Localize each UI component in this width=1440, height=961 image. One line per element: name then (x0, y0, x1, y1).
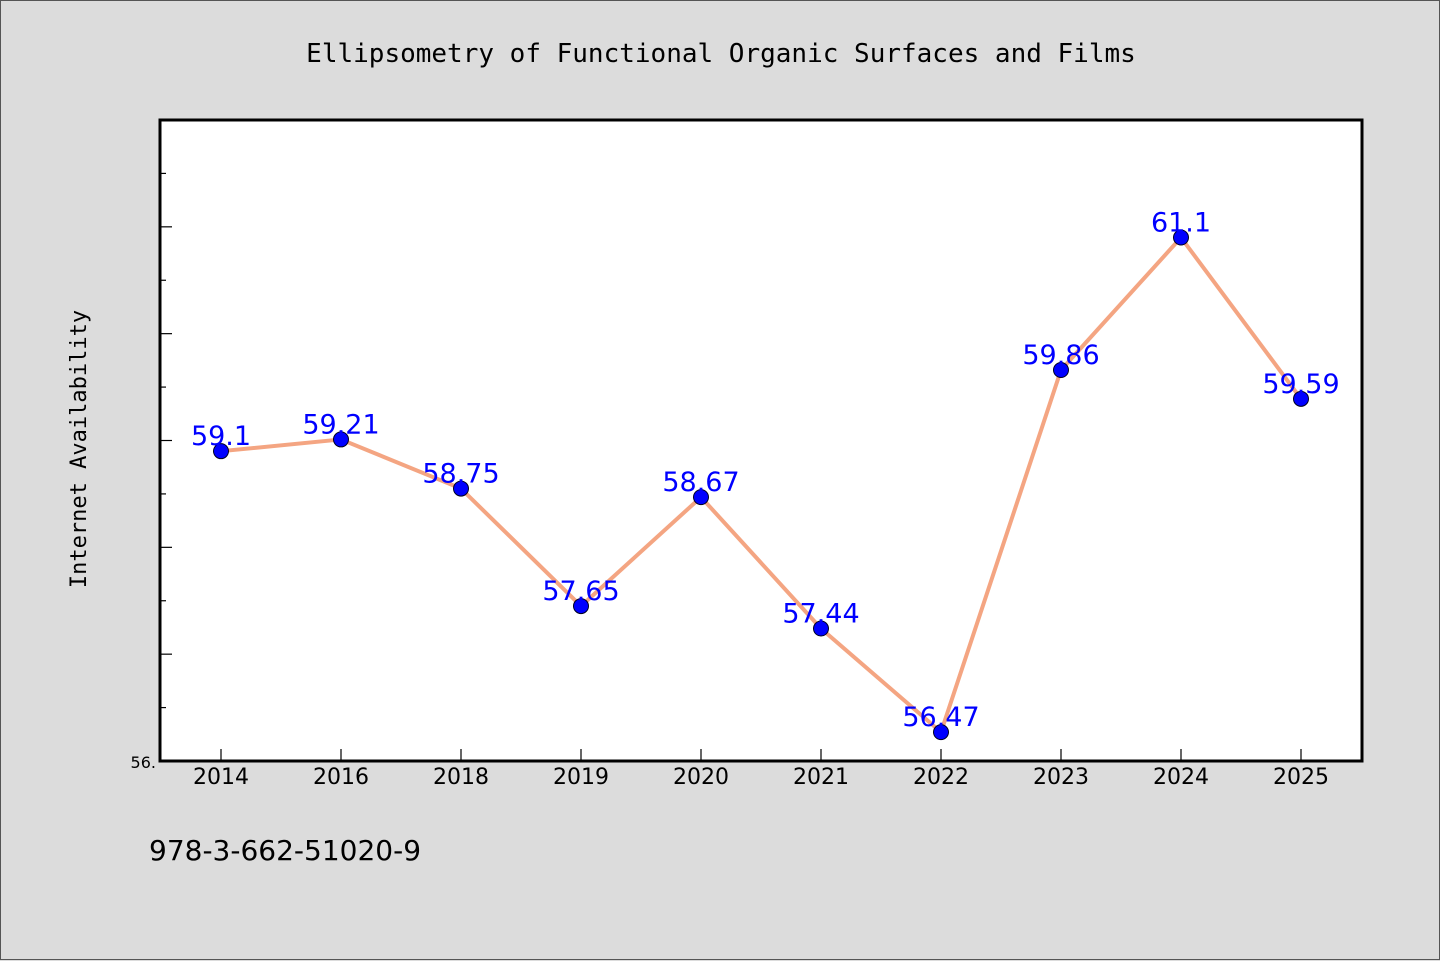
data-label: 57.65 (542, 576, 619, 607)
x-tick-label: 2018 (433, 765, 489, 790)
series-line-group (220, 235, 1303, 735)
x-tick-label: 2021 (793, 765, 849, 790)
x-tick-label: 2020 (673, 765, 729, 790)
data-point (213, 443, 229, 460)
data-label: 58.75 (422, 459, 499, 490)
data-point (453, 480, 469, 497)
y-tick-label: 56. (131, 753, 156, 772)
data-label: 59.1 (191, 421, 251, 452)
data-label: 59.21 (302, 409, 379, 440)
series-line (220, 235, 1303, 735)
data-label: 59.86 (1022, 340, 1099, 371)
y-axis-label: Internet Availability (67, 310, 92, 588)
data-point (813, 620, 829, 637)
x-tick-label: 2016 (313, 765, 369, 790)
data-labels-group: 59.1 59.21 58.75 57.65 58.67 57.44 56.47 59.86 6… (191, 208, 1340, 734)
data-label: 59.59 (1262, 369, 1339, 400)
data-point (1053, 361, 1069, 378)
data-label: 58.67 (662, 467, 739, 498)
data-label: 56.47 (902, 702, 979, 733)
plot-area (158, 118, 1364, 763)
data-point (933, 724, 949, 741)
x-tick-label: 2025 (1273, 765, 1329, 790)
x-axis-ticks: 2014 2016 2018 2019 2020 2021 2022 2023 2024 2025 (193, 749, 1329, 790)
x-tick-label: 2024 (1153, 765, 1209, 790)
y-axis-ticks (160, 119, 172, 762)
data-point (1293, 390, 1309, 407)
x-tick-label: 2019 (553, 765, 609, 790)
x-tick-label: 2014 (193, 765, 249, 790)
isbn-footer: 978-3-662-51020-9 (149, 834, 422, 867)
data-point (333, 431, 349, 448)
data-label: 61.1 (1151, 208, 1211, 239)
data-point (573, 598, 589, 615)
data-point (693, 489, 709, 506)
x-tick-label: 2022 (913, 765, 969, 790)
data-point (1173, 229, 1189, 246)
x-tick-label: 2023 (1033, 765, 1089, 790)
chart-title: Ellipsometry of Functional Organic Surfa… (306, 39, 1136, 69)
data-label: 57.44 (782, 599, 859, 630)
series-markers-group (213, 229, 1309, 741)
